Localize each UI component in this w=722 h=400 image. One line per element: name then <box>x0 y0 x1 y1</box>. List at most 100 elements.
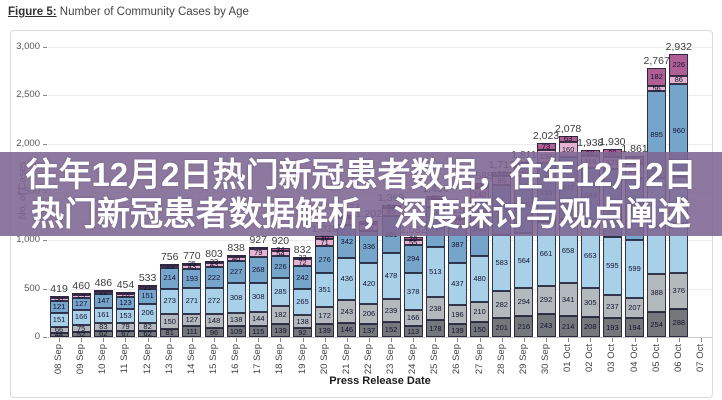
x-tick-label: 22 Sep <box>362 344 374 375</box>
bar-segment-group-6-magenta: 23 <box>293 254 313 262</box>
x-tick-label: 26 Sep <box>451 344 463 375</box>
bar-segment-group-5-light-pink: 43 <box>182 263 202 271</box>
segment-value-label: 172 <box>318 310 331 320</box>
segment-value-label: 193 <box>606 322 619 332</box>
bar-segment-group-1-dark-gray: 113 <box>403 326 423 337</box>
bar-segment-group-3-light-blue: 420 <box>359 263 379 304</box>
x-tick-label: 06 Oct <box>672 344 684 372</box>
bar-segment-group-1-dark-gray: 194 <box>625 318 645 337</box>
segment-value-label: 123 <box>119 297 132 307</box>
bar-segment-group-4-steel-blue: 151 <box>138 288 158 304</box>
segment-value-label: 238 <box>429 303 442 313</box>
segment-value-label: 513 <box>429 267 442 276</box>
segment-value-label: 276 <box>318 254 331 264</box>
segment-value-label: 72 <box>298 257 307 267</box>
segment-value-label: 208 <box>584 322 597 331</box>
bar-segment-group-2-light-gray: 83 <box>93 323 113 332</box>
bar-total-label: 838 <box>227 242 245 254</box>
bar-total-label: 832 <box>293 244 312 256</box>
bar-segment-group-3-light-blue: 595 <box>602 237 622 295</box>
segment-value-label: 658 <box>561 246 575 255</box>
segment-value-label: 271 <box>185 296 199 305</box>
bar-segment-group-4-steel-blue: 268 <box>248 256 268 283</box>
bar-segment-group-6-magenta <box>226 255 246 257</box>
segment-value-label: 564 <box>517 255 531 265</box>
y-tick-mark <box>43 288 47 290</box>
segment-value-label: 166 <box>406 313 420 322</box>
bar-segment-group-1-dark-gray: 62 <box>138 330 158 338</box>
segment-value-label: 56 <box>652 83 661 93</box>
segment-value-label: 166 <box>74 312 88 322</box>
segment-value-label: 86 <box>674 75 683 84</box>
bar-segment-group-2-light-gray: 239 <box>381 299 401 322</box>
bar-segment-group-1-dark-gray: 139 <box>447 324 467 337</box>
bar-segment-group-4-steel-blue: 226 <box>270 256 290 278</box>
segment-value-label: 152 <box>384 324 398 334</box>
x-tick-label: 27 Sep <box>473 344 485 375</box>
bar-segment-group-1-dark-gray: 67 <box>115 329 135 339</box>
segment-value-label: 387 <box>451 239 464 249</box>
bar-segment-group-3-light-blue: 285 <box>270 278 290 306</box>
headline-line-2: 热门新冠患者数据解析，深度探讨与观点阐述 <box>31 195 691 232</box>
bar-segment-group-2-light-gray: 166 <box>403 310 423 326</box>
bar-segment-group-2-light-gray: 282 <box>492 291 512 318</box>
x-tick-mark <box>678 338 680 342</box>
x-tick-mark <box>191 338 193 342</box>
segment-value-label: 243 <box>539 320 553 330</box>
bar-segment-group-3-light-blue: 272 <box>204 288 224 314</box>
figure-title-text: Number of Community Cases by Age <box>56 6 249 18</box>
bar-segment-group-1-dark-gray: 44 <box>49 331 69 339</box>
bar-segment-group-5-light-pink: 71 <box>315 238 335 246</box>
segment-value-label: 138 <box>229 314 243 324</box>
bar-segment-group-3-light-blue: 378 <box>403 273 423 310</box>
bar-total-label: 419 <box>50 283 68 295</box>
segment-value-label: 138 <box>296 316 309 326</box>
x-tick-label: 10 Sep <box>97 344 109 375</box>
x-tick-label: 19 Sep <box>296 344 308 375</box>
segment-value-label: 67 <box>121 329 130 339</box>
bar-segment-group-6-magenta: 25 <box>182 260 202 268</box>
y-tick-label: 2,000 <box>16 137 40 149</box>
segment-value-label: 28 <box>121 290 130 300</box>
bar-segment-group-3-light-blue: 437 <box>447 263 467 305</box>
bar-segment-group-5-light-pink: 72 <box>293 257 313 267</box>
segment-value-label: 113 <box>407 326 420 336</box>
segment-value-label: 127 <box>74 298 88 308</box>
bar-segment-group-6-magenta: 226 <box>669 54 689 76</box>
x-tick-mark <box>346 338 348 342</box>
x-tick-label: 23 Sep <box>385 344 397 375</box>
gridline <box>48 240 712 242</box>
bar-segment-group-3-light-blue: 273 <box>160 288 180 315</box>
bar-segment-group-3-light-blue: 166 <box>71 309 91 326</box>
bar-segment-group-4-steel-blue: 193 <box>182 269 202 288</box>
segment-value-label: 26 <box>409 233 418 243</box>
bar-segment-group-2-light-gray: 66 <box>49 326 69 334</box>
bar-segment-group-3-light-blue: 436 <box>337 258 357 300</box>
segment-value-label: 308 <box>252 292 265 302</box>
bar-segment-group-1-dark-gray: 137 <box>359 324 379 337</box>
bar-segment-group-1-dark-gray: 208 <box>580 317 600 337</box>
x-tick-mark <box>214 338 215 342</box>
bar-total-label: 1,930 <box>599 136 626 148</box>
x-tick-label: 29 Sep <box>517 344 529 375</box>
segment-value-label: 29 <box>77 291 86 301</box>
segment-value-label: 206 <box>141 308 154 318</box>
segment-value-label: 420 <box>362 278 376 288</box>
bar-segment-group-2-light-gray: 305 <box>580 288 600 317</box>
segment-value-label: 268 <box>252 264 265 274</box>
bar-total-label: 770 <box>183 250 201 262</box>
bar-segment-group-5-light-pink: 29 <box>71 291 91 301</box>
bar-segment-group-5-light-pink: 79 <box>248 248 268 257</box>
bar-segment-group-2-light-gray: 341 <box>558 283 578 316</box>
gridline <box>48 47 712 48</box>
x-tick-label: 14 Sep <box>185 344 197 375</box>
x-tick-mark <box>523 338 525 342</box>
bar-stack-10-sep: 62 83 161 147 22 486 <box>93 277 113 338</box>
bar-total-label: 2,078 <box>554 123 582 135</box>
bar-segment-group-6-magenta: 26 <box>403 233 423 243</box>
segment-value-label: 239 <box>384 305 398 315</box>
bar-segment-group-4-steel-blue: 127 <box>71 297 91 310</box>
x-tick-mark <box>169 338 171 342</box>
x-tick-label: 24 Sep <box>407 344 419 375</box>
x-tick-mark <box>546 338 547 342</box>
